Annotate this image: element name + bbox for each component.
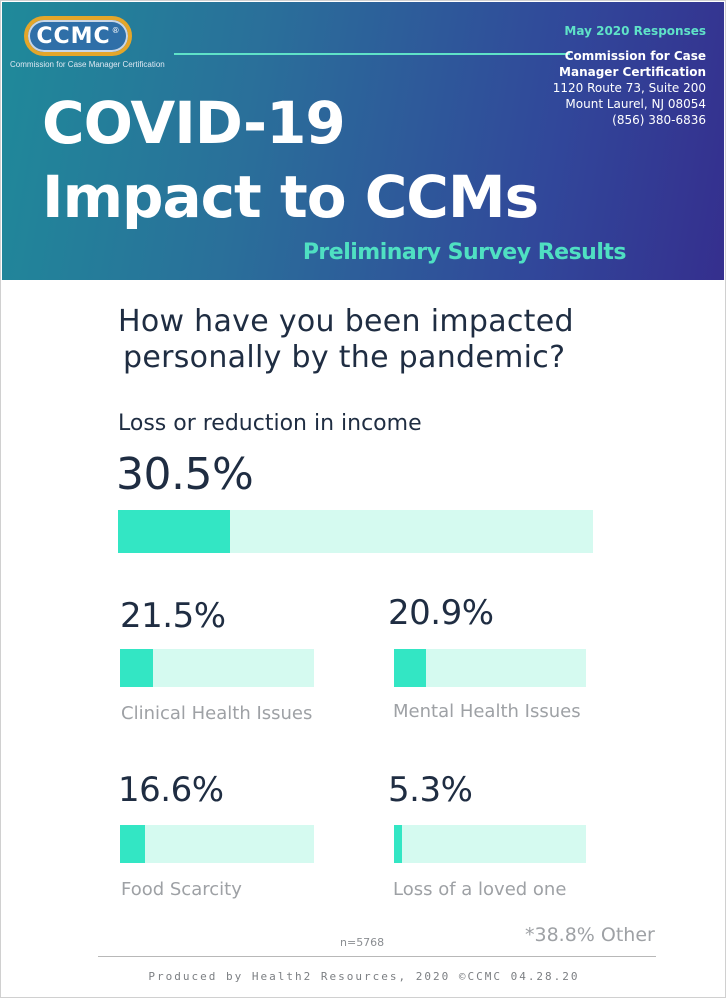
bar-label-loved-one: Loss of a loved one [393,879,567,900]
address-line2: Mount Laurel, NJ 08054 [565,97,706,111]
header-banner: CCMC ® Commission for Case Manager Certif… [2,2,724,280]
org-address-block: Commission for Case Manager Certificatio… [553,48,706,128]
bar-value-income: 30.5% [116,449,254,500]
footer-divider [98,956,656,957]
bar-track-mental [394,649,586,687]
bar-fill-income [118,510,230,553]
bar-track-food [120,825,314,863]
bar-fill-mental [394,649,426,687]
other-note: *38.8% Other [525,924,655,946]
footer-credit: Produced by Health2 Resources, 2020 ©CCM… [148,970,580,983]
ccmc-logo: CCMC ® Commission for Case Manager Certif… [10,16,165,69]
header-divider [174,53,570,55]
bar-value-mental: 20.9% [388,593,494,633]
survey-question: How have you been impacted personally by… [118,304,638,376]
bar-label-clinical: Clinical Health Issues [121,703,313,724]
bar-label-food: Food Scarcity [121,879,242,900]
bar-value-food: 16.6% [118,770,224,810]
logo-subtitle: Commission for Case Manager Certificatio… [10,60,165,69]
bar-value-loved-one: 5.3% [388,770,473,810]
logo-text: CCMC [36,23,111,49]
logo-trademark: ® [111,26,120,35]
bar-label-mental: Mental Health Issues [393,701,581,722]
sample-size: n=5768 [340,936,385,949]
question-line2: personally by the pandemic? [123,340,566,375]
bar-track-income [118,510,593,553]
phone-number: (856) 380-6836 [612,113,706,127]
org-name-line1: Commission for Case [564,49,706,63]
bar-value-clinical: 21.5% [120,596,226,636]
bar-fill-loved-one [394,825,403,863]
logo-badge: CCMC ® [24,16,132,56]
page-subtitle: Preliminary Survey Results [302,240,627,265]
title-line1: COVID-19 [42,89,346,157]
bar-track-loved-one [394,825,586,863]
bar-label-income: Loss or reduction in income [118,411,422,436]
response-date: May 2020 Responses [564,24,706,38]
address-line1: 1120 Route 73, Suite 200 [552,81,706,95]
bar-fill-food [120,825,146,863]
title-line2: Impact to CCMs [42,163,539,231]
org-name-line2: Manager Certification [559,65,706,79]
bar-track-clinical [120,649,314,687]
question-line1: How have you been impacted [118,304,574,339]
page-title: COVID-19 Impact to CCMs [42,86,539,234]
bar-fill-clinical [120,649,153,687]
